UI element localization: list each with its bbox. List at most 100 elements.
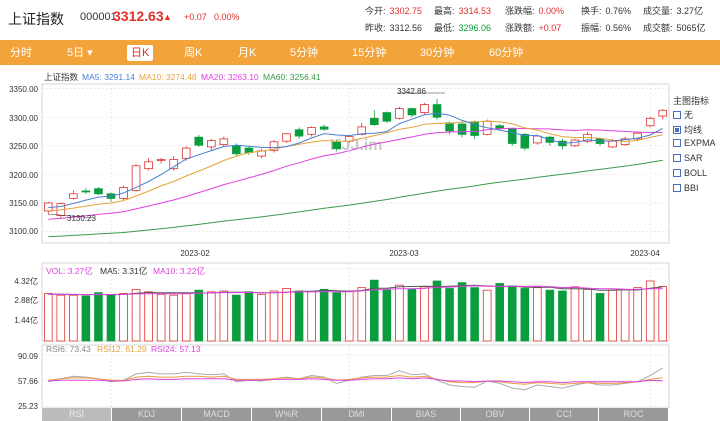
rsi24-line: [48, 377, 663, 384]
tab-kdj[interactable]: KDJ: [112, 408, 181, 421]
candle-body: [495, 125, 504, 130]
candle-body: [332, 141, 341, 150]
tab-rsi[interactable]: RSI: [42, 408, 111, 421]
volume-bar: [56, 294, 66, 342]
tab-daily-k[interactable]: 日K: [127, 45, 154, 61]
volume-bar: [269, 290, 279, 342]
checkbox-checked-icon: [673, 126, 681, 134]
checkbox-icon: [673, 139, 681, 147]
candle-body: [457, 123, 467, 135]
option-expma[interactable]: EXPMA: [673, 138, 716, 150]
candle-body: [620, 138, 630, 146]
panel-frame: [41, 344, 670, 409]
volume-bar: [420, 286, 429, 342]
rsi-legend-rsi24: RSI24: 57.13: [151, 344, 201, 354]
volume-bar: [482, 289, 492, 342]
candle-body: [294, 129, 304, 137]
volume-bar: [445, 288, 454, 342]
candle-body: [407, 108, 417, 116]
tab-roc[interactable]: ROC: [599, 408, 668, 421]
volume-bar: [219, 290, 229, 342]
option-none[interactable]: 无: [673, 108, 693, 120]
tab-monthly-k[interactable]: 月K: [238, 47, 257, 59]
volume-bar: [620, 288, 630, 342]
option-boll[interactable]: BOLL: [673, 168, 707, 180]
volume-bar: [470, 287, 479, 342]
tab-5day[interactable]: 5日 ▾: [67, 47, 93, 59]
candle-body: [395, 108, 404, 119]
tab-15min[interactable]: 15分钟: [352, 47, 387, 59]
candle-body: [319, 126, 329, 130]
stat-high: 最高: 3314.53: [434, 6, 492, 16]
tab-60min[interactable]: 60分钟: [489, 47, 524, 59]
volume-bar: [119, 293, 128, 342]
option-bbi[interactable]: BBI: [673, 183, 699, 195]
volume-bar: [194, 289, 204, 342]
ma5-line: [48, 112, 663, 208]
candle-body: [595, 138, 605, 144]
tab-cci[interactable]: CCI: [530, 408, 598, 421]
tab-bias[interactable]: BIAS: [392, 408, 460, 421]
volume-bar: [545, 289, 555, 342]
candle-body: [131, 165, 141, 191]
indicator-tab-bar: RSI KDJ MACD W%R DMI BIAS OBV CCI ROC: [42, 408, 668, 421]
candle-body: [307, 127, 316, 135]
volume-ma-lines: [48, 284, 663, 296]
candle-body: [583, 133, 592, 142]
volume-bar: [407, 288, 417, 342]
tab-macd[interactable]: MACD: [182, 408, 251, 421]
candle-body: [207, 140, 216, 148]
low-annotation-line: [47, 213, 96, 219]
date-tick: 2023-03: [389, 249, 419, 258]
tab-wr[interactable]: W%R: [252, 408, 321, 421]
candle-body: [633, 132, 642, 140]
rsi-legend-rsi12: RSI12: 61.29: [97, 344, 147, 354]
stat-change-pct: 涨跌幅: 0.00%: [505, 6, 565, 16]
rsi-lines: [48, 367, 663, 391]
tab-5min[interactable]: 5分钟: [290, 47, 319, 59]
candle-body: [219, 138, 229, 146]
volume-bar: [558, 290, 567, 342]
candle-body: [520, 133, 530, 149]
current-price: 3312.63: [113, 8, 164, 24]
candle-body: [370, 117, 379, 126]
candle-body: [570, 139, 580, 147]
panel-frame: [41, 83, 670, 244]
volume-bar: [156, 293, 166, 342]
candle-body: [156, 159, 166, 161]
volume-bar: [244, 291, 254, 342]
candle-body: [144, 161, 153, 170]
candle-body: [608, 140, 617, 148]
checkbox-icon: [673, 184, 681, 192]
volume-bar: [282, 288, 291, 342]
candle-body: [645, 117, 655, 127]
tab-intraday[interactable]: 分时: [10, 47, 32, 59]
volume-bar: [169, 294, 178, 342]
volume-bar: [81, 295, 91, 342]
candle-body: [181, 147, 191, 159]
volume-bar: [520, 288, 530, 342]
option-ma[interactable]: 均线: [673, 123, 702, 135]
candle-body: [445, 122, 454, 132]
vol-tick: 2.88亿: [14, 295, 38, 305]
vol-legend-ma5: MA5: 3.31亿: [100, 266, 147, 276]
price-tick: 3250.00: [9, 142, 38, 151]
ma10-line: [48, 120, 663, 212]
tab-weekly-k[interactable]: 周K: [184, 47, 203, 59]
candle-body: [432, 104, 442, 118]
volume-bar: [319, 288, 329, 342]
candle-body: [81, 190, 91, 193]
volume-ma10-line: [48, 285, 663, 296]
volume-bar: [533, 287, 542, 342]
candle-body: [106, 193, 116, 199]
tab-30min[interactable]: 30分钟: [420, 47, 455, 59]
moving-average-lines: [48, 112, 663, 238]
price-tick: 3100.00: [9, 227, 38, 236]
option-sar[interactable]: SAR: [673, 153, 703, 165]
tab-dmi[interactable]: DMI: [322, 408, 391, 421]
candle-body: [470, 121, 479, 136]
tab-obv[interactable]: OBV: [461, 408, 529, 421]
candle-body: [533, 135, 542, 144]
quote-header: 上证指数 000001 3312.63 ▲ +0.07 0.00% 今开: 330…: [0, 0, 720, 38]
volume-bar: [357, 287, 367, 342]
